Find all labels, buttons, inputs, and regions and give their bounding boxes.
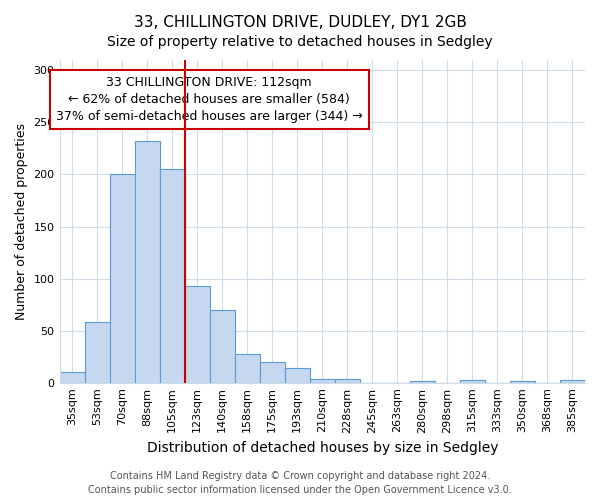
Bar xyxy=(560,380,585,382)
X-axis label: Distribution of detached houses by size in Sedgley: Distribution of detached houses by size … xyxy=(146,441,498,455)
Bar xyxy=(185,286,209,382)
Y-axis label: Number of detached properties: Number of detached properties xyxy=(15,123,28,320)
Bar xyxy=(160,170,185,382)
Bar xyxy=(134,141,160,382)
Bar xyxy=(285,368,310,382)
Bar xyxy=(110,174,134,382)
Text: 33, CHILLINGTON DRIVE, DUDLEY, DY1 2GB: 33, CHILLINGTON DRIVE, DUDLEY, DY1 2GB xyxy=(134,15,466,30)
Bar xyxy=(310,378,335,382)
Text: 33 CHILLINGTON DRIVE: 112sqm
← 62% of detached houses are smaller (584)
37% of s: 33 CHILLINGTON DRIVE: 112sqm ← 62% of de… xyxy=(56,76,362,123)
Text: Size of property relative to detached houses in Sedgley: Size of property relative to detached ho… xyxy=(107,35,493,49)
Bar xyxy=(460,380,485,382)
Bar xyxy=(335,378,360,382)
Bar xyxy=(510,380,535,382)
Bar xyxy=(85,322,110,382)
Bar xyxy=(235,354,260,382)
Bar xyxy=(410,380,435,382)
Text: Contains HM Land Registry data © Crown copyright and database right 2024.
Contai: Contains HM Land Registry data © Crown c… xyxy=(88,471,512,495)
Bar xyxy=(260,362,285,382)
Bar xyxy=(209,310,235,382)
Bar xyxy=(59,372,85,382)
